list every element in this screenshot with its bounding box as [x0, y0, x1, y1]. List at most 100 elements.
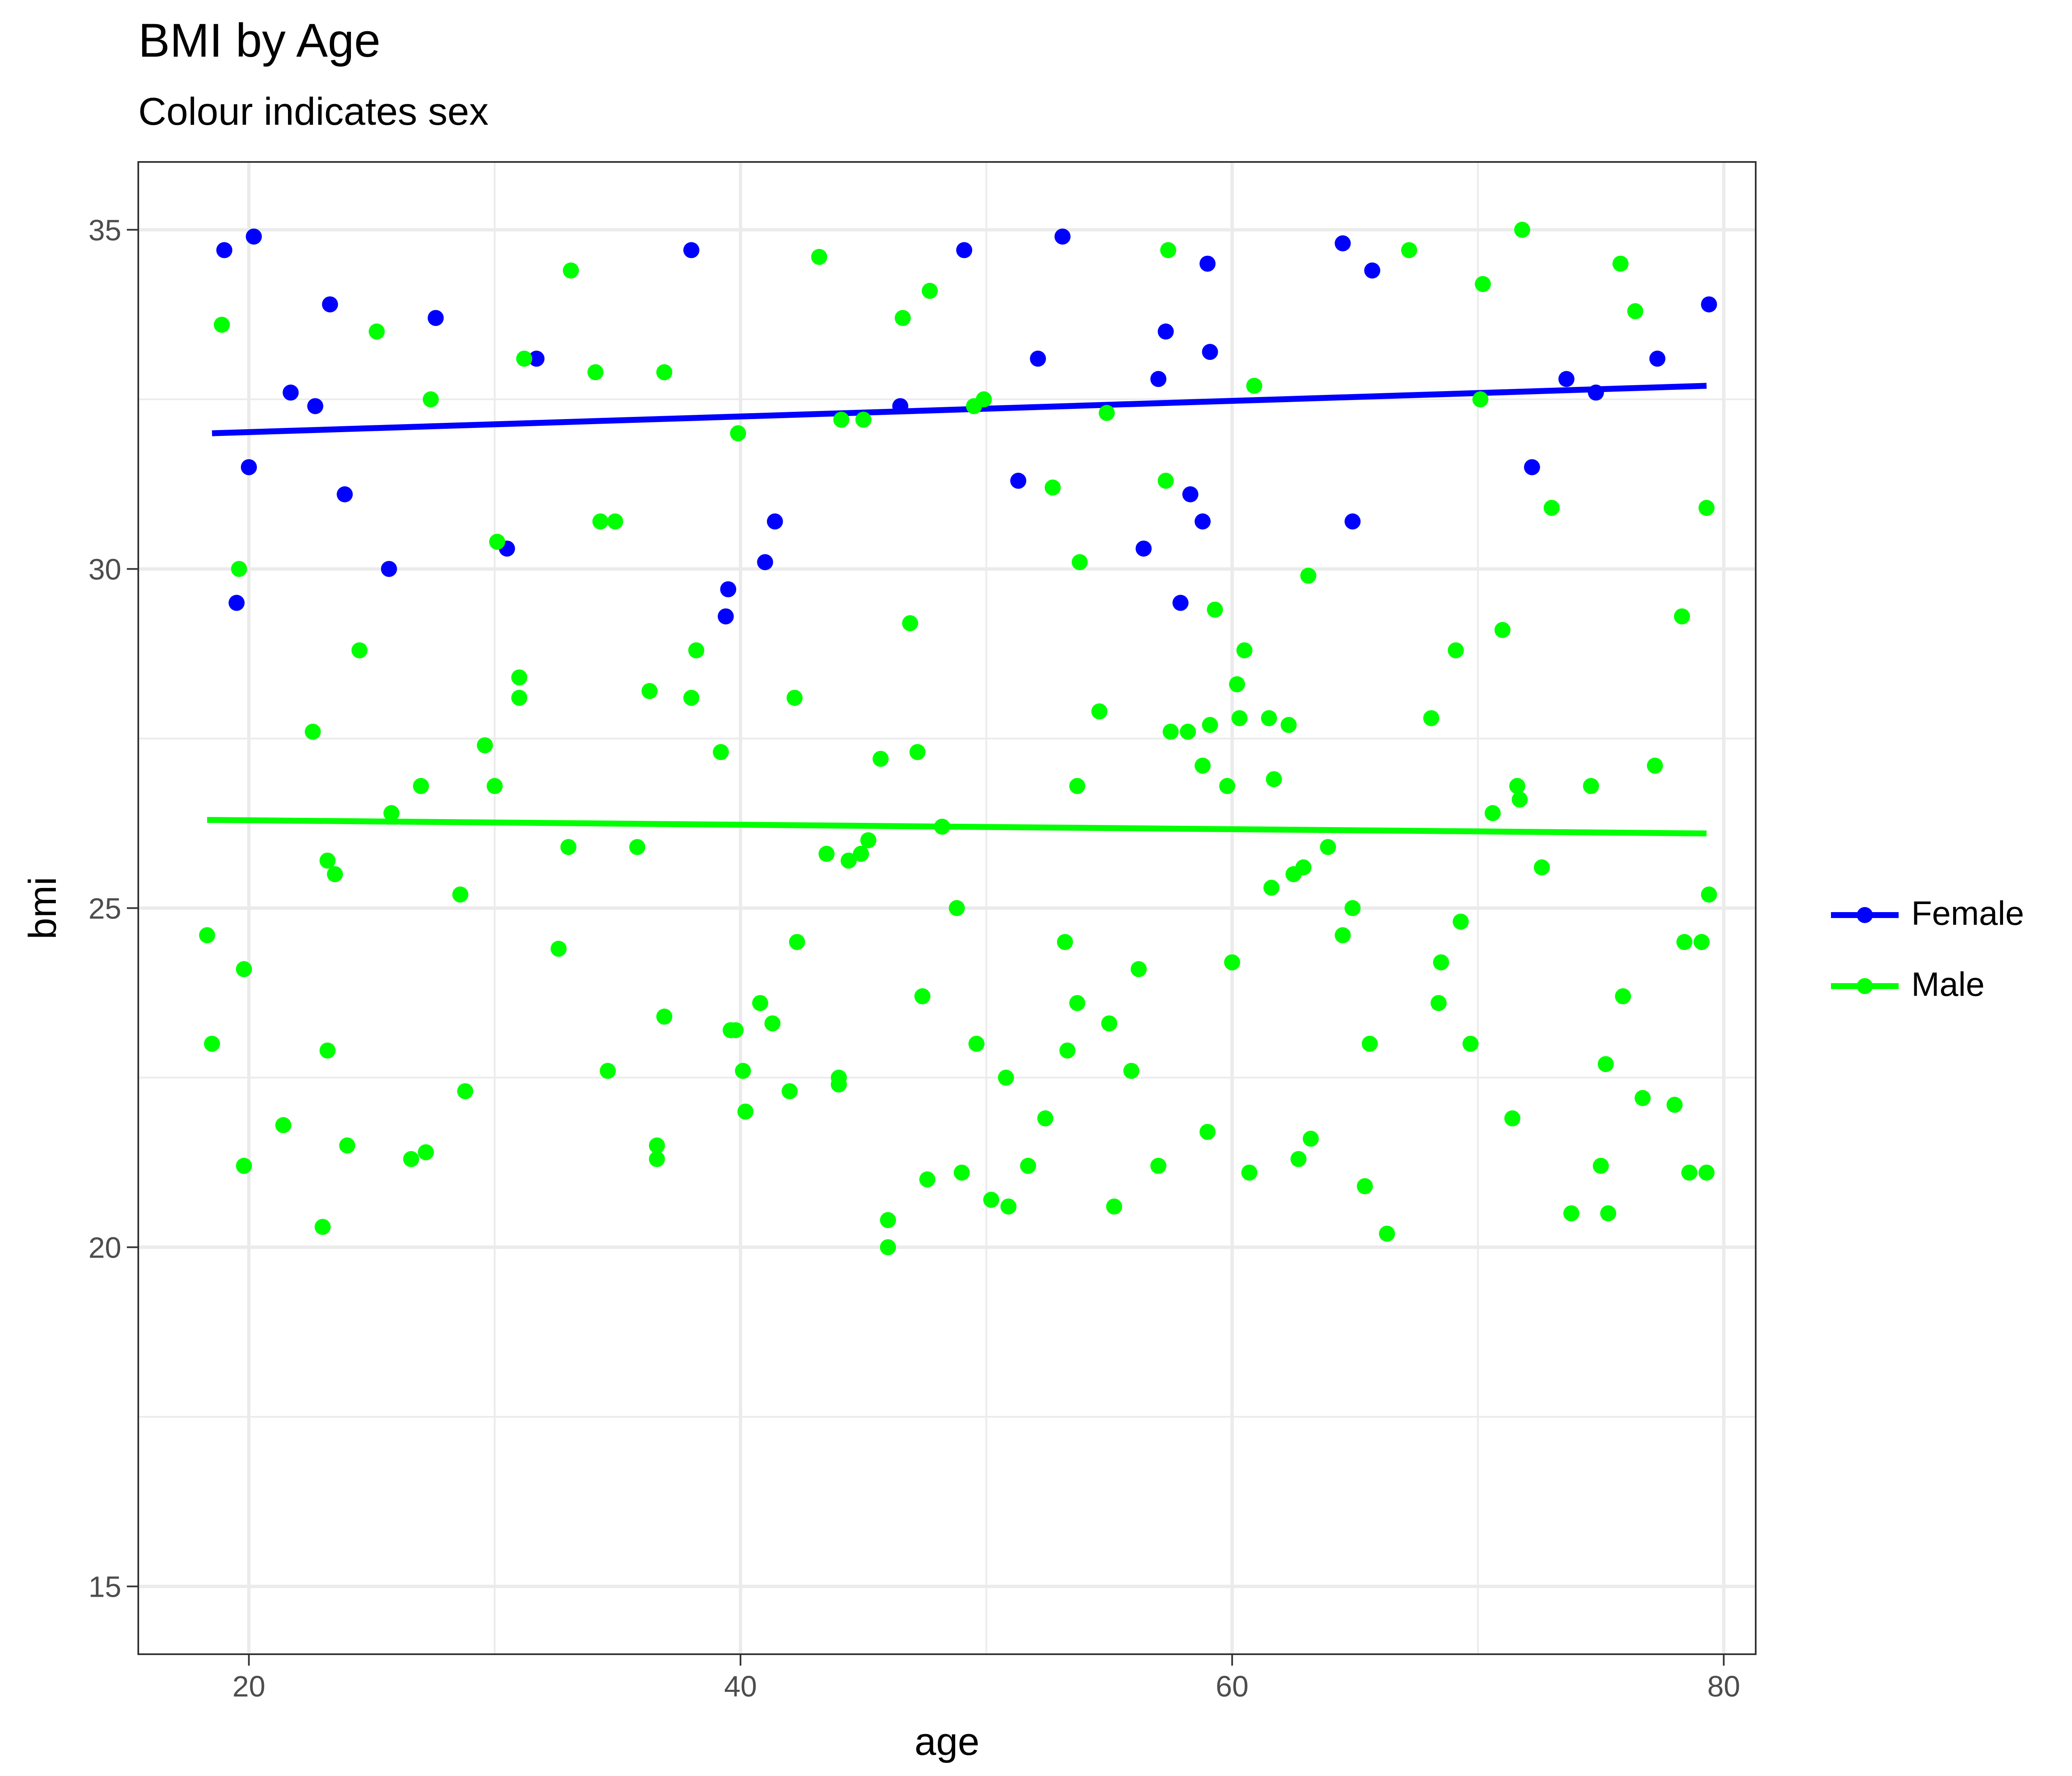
data-point-female — [683, 242, 699, 258]
data-point-male — [683, 690, 699, 706]
data-point-male — [1229, 676, 1245, 693]
data-point-male — [629, 839, 646, 855]
data-point-male — [275, 1117, 291, 1133]
data-point-male — [948, 900, 965, 916]
data-point-male — [1362, 1036, 1378, 1052]
data-point-male — [1627, 303, 1644, 319]
data-point-male — [319, 1042, 336, 1059]
data-point-male — [894, 310, 911, 326]
data-point-male — [516, 351, 532, 367]
data-point-male — [713, 744, 729, 760]
data-point-male — [1514, 222, 1530, 238]
data-point-male — [418, 1144, 434, 1160]
data-point-male — [1357, 1178, 1373, 1195]
y-tick-label: 20 — [88, 1231, 121, 1264]
data-point-female — [216, 242, 233, 258]
data-point-male — [231, 561, 247, 577]
data-point-male — [1044, 479, 1061, 496]
data-point-male — [649, 1151, 665, 1168]
data-point-male — [403, 1151, 419, 1168]
data-point-male — [1647, 757, 1663, 774]
data-point-male — [688, 642, 704, 658]
data-point-male — [452, 886, 469, 903]
data-point-male — [1485, 805, 1501, 821]
data-point-male — [880, 1212, 896, 1228]
data-point-male — [880, 1239, 896, 1255]
data-point-male — [1320, 839, 1336, 855]
data-point-male — [1020, 1158, 1036, 1174]
data-point-male — [1401, 242, 1417, 258]
data-point-male — [1681, 1165, 1698, 1181]
data-point-male — [327, 866, 343, 883]
data-point-male — [1701, 886, 1717, 903]
data-point-male — [1231, 710, 1248, 726]
data-point-male — [1335, 927, 1351, 943]
data-point-male — [1462, 1036, 1479, 1052]
data-point-male — [909, 744, 926, 760]
data-point-male — [1598, 1056, 1614, 1072]
data-point-male — [1150, 1158, 1167, 1174]
legend-item-female[interactable]: Female — [1827, 880, 2064, 951]
data-point-male — [592, 513, 608, 530]
data-point-male — [1674, 608, 1690, 625]
data-point-male — [600, 1063, 616, 1079]
data-point-male — [1534, 859, 1550, 876]
trend-line-male — [207, 817, 1707, 837]
data-point-female — [322, 296, 338, 312]
data-point-male — [1106, 1198, 1122, 1215]
data-point-male — [1302, 1130, 1319, 1147]
data-point-male — [236, 961, 252, 977]
data-point-female — [381, 561, 397, 577]
data-point-male — [954, 1165, 970, 1181]
data-point-female — [246, 228, 262, 245]
data-point-male — [855, 411, 872, 428]
data-point-male — [1447, 642, 1464, 658]
data-point-male — [934, 819, 950, 835]
data-point-male — [563, 262, 579, 279]
data-point-male — [551, 940, 567, 957]
data-point-male — [787, 690, 803, 706]
data-point-male — [830, 1076, 847, 1093]
data-point-male — [204, 1036, 220, 1052]
data-point-male — [1592, 1158, 1609, 1174]
data-point-male — [1057, 934, 1073, 950]
data-point-male — [236, 1158, 252, 1174]
data-point-male — [1634, 1090, 1651, 1106]
data-point-male — [1300, 567, 1317, 584]
data-point-male — [413, 778, 429, 794]
data-point-male — [1433, 954, 1449, 970]
data-point-male — [818, 846, 835, 862]
x-tick-label: 80 — [1707, 1670, 1740, 1703]
data-point-male — [607, 513, 623, 530]
data-point-female — [228, 595, 245, 611]
trend-lines — [207, 383, 1707, 837]
data-point-male — [1615, 988, 1631, 1005]
data-point-male — [1123, 1063, 1140, 1079]
data-point-female — [1157, 323, 1174, 340]
data-point-male — [1207, 601, 1223, 618]
data-point-male — [1563, 1205, 1580, 1222]
data-point-male — [1202, 717, 1218, 733]
data-point-male — [1236, 642, 1253, 658]
data-point-male — [860, 832, 877, 849]
data-point-male — [1694, 934, 1710, 950]
data-point-female — [307, 398, 323, 414]
data-point-female — [1649, 351, 1666, 367]
legend-key-male — [1831, 978, 1899, 994]
data-point-female — [282, 384, 299, 401]
data-point-female — [1701, 296, 1717, 312]
data-point-male — [511, 669, 528, 686]
data-point-female — [1199, 255, 1216, 272]
data-point-female — [1182, 486, 1198, 503]
y-tick-label: 25 — [88, 892, 121, 925]
data-point-male — [1280, 717, 1297, 733]
data-point-female — [1054, 228, 1071, 245]
data-point-male — [914, 988, 931, 1005]
data-point-male — [1494, 622, 1511, 638]
data-point-male — [314, 1219, 331, 1235]
legend-item-male[interactable]: Male — [1827, 951, 2064, 1022]
data-point-male — [1101, 1015, 1118, 1032]
data-point-male — [1160, 242, 1176, 258]
data-point-female — [1010, 472, 1027, 489]
